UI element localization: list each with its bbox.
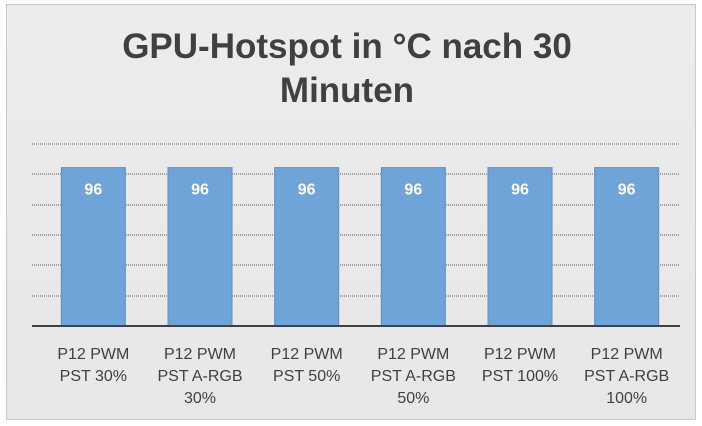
category-label: PST 100% [482, 368, 558, 385]
category-label: P12 PWM [271, 346, 343, 363]
bar [167, 167, 233, 327]
data-label: 96 [404, 182, 422, 199]
category-label: 50% [397, 390, 429, 407]
bar [60, 167, 126, 327]
category-label: 100% [606, 390, 647, 407]
category-label: 30% [184, 390, 216, 407]
category-label: P12 PWM [591, 346, 663, 363]
category-label: PST 30% [60, 368, 127, 385]
chart-title-line-1: GPU-Hotspot in °C nach 30 [122, 27, 572, 66]
category-label: PST A-RGB [371, 368, 456, 385]
data-label: 96 [191, 182, 209, 199]
category-label: P12 PWM [57, 346, 129, 363]
bar [274, 167, 340, 327]
category-label: P12 PWM [484, 346, 556, 363]
data-label: 96 [511, 182, 529, 199]
chart-title: GPU-Hotspot in °C nach 30 Minuten [87, 25, 607, 113]
category-label: P12 PWM [164, 346, 236, 363]
data-label: 96 [618, 182, 636, 199]
chart-title-line-2: Minuten [279, 71, 415, 110]
bar [594, 167, 660, 327]
data-label: 96 [298, 182, 316, 199]
data-label: 96 [84, 182, 102, 199]
category-label: PST 50% [273, 368, 340, 385]
category-label: P12 PWM [377, 346, 449, 363]
category-label: PST A-RGB [584, 368, 669, 385]
category-label: PST A-RGB [157, 368, 242, 385]
